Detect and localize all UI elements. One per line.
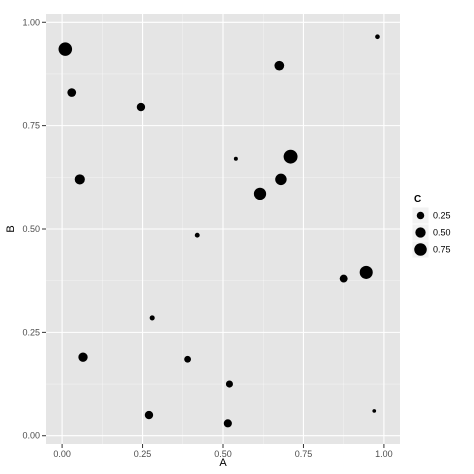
y-tick-label: 0.00 — [22, 431, 40, 441]
data-point — [194, 232, 200, 238]
x-tick-label: 0.75 — [295, 449, 313, 459]
data-point — [136, 102, 146, 112]
data-point — [225, 380, 233, 388]
data-point — [375, 34, 380, 40]
data-point — [149, 315, 155, 321]
x-axis-title: A — [219, 457, 227, 469]
data-point — [74, 174, 85, 185]
data-point — [144, 410, 154, 420]
data-points — [58, 34, 380, 428]
data-point — [372, 409, 377, 413]
y-axis-title: B — [5, 225, 17, 232]
data-point — [58, 42, 73, 56]
data-point — [339, 274, 348, 283]
data-point — [359, 265, 373, 279]
legend-label: 0.50 — [433, 228, 451, 238]
data-point — [78, 352, 88, 362]
legend-point — [416, 211, 425, 220]
grid-lines — [46, 14, 400, 444]
x-tick-label: 0.25 — [134, 449, 152, 459]
y-tick-label: 0.25 — [22, 327, 40, 337]
data-point — [233, 156, 238, 161]
x-tick-label: 0.50 — [214, 449, 232, 459]
size-legend: C 0.25 0.50 0.75 — [411, 194, 451, 259]
legend-label: 0.25 — [433, 211, 451, 221]
axes: 0.00 0.25 0.50 0.75 1.00 0.00 0.25 0.50 0.75 1.00 — [22, 17, 392, 459]
y-tick-label: 1.00 — [22, 17, 40, 27]
y-tick-label: 0.50 — [22, 224, 40, 234]
data-point — [283, 149, 298, 164]
data-point — [184, 355, 191, 363]
y-tick-label: 0.75 — [22, 121, 40, 131]
legend-point — [415, 227, 426, 238]
data-point — [67, 88, 77, 97]
data-point — [275, 173, 287, 186]
x-tick-label: 0.00 — [53, 449, 71, 459]
legend-label: 0.75 — [433, 245, 451, 255]
legend-point — [414, 243, 427, 256]
data-point — [274, 60, 285, 71]
legend-title: C — [414, 194, 421, 205]
data-point — [223, 419, 232, 428]
data-point — [253, 187, 267, 200]
x-tick-label: 1.00 — [375, 449, 393, 459]
